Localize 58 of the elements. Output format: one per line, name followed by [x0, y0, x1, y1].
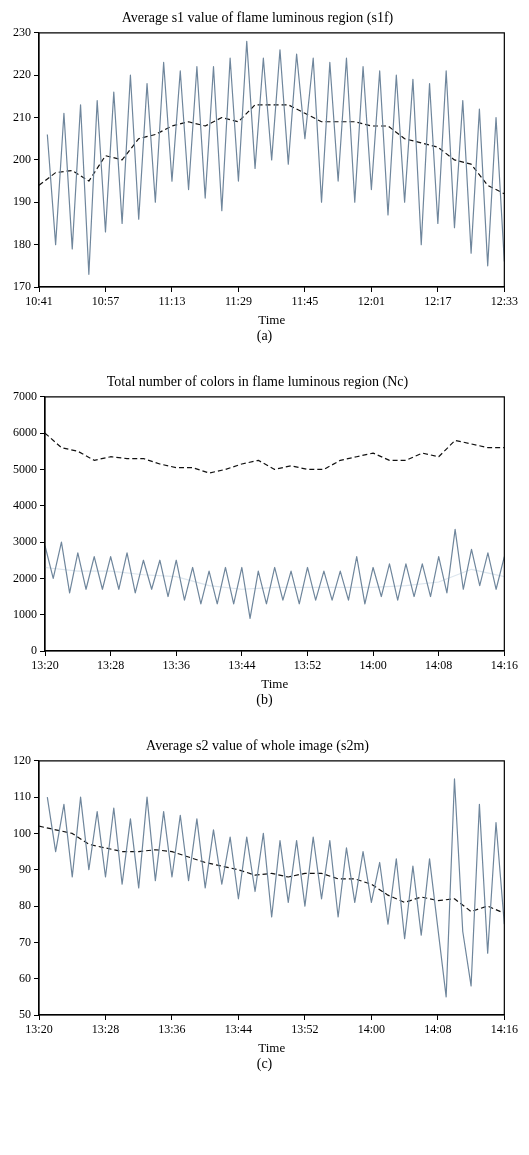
x-tick-label: 13:44	[224, 1022, 253, 1037]
x-tick-label: 13:20	[31, 658, 59, 673]
x-tick-label: 13:20	[25, 1022, 53, 1037]
y-tick-label: 70	[19, 934, 31, 949]
y-tick-label: 90	[19, 861, 31, 876]
y-tick-label: 1000	[13, 606, 37, 621]
y-tick-label: 200	[13, 152, 31, 167]
x-axis-title: Time	[258, 311, 286, 327]
y-tick-label: 6000	[13, 425, 37, 440]
y-tick-label: 4000	[13, 497, 37, 512]
y-tick-label: 190	[13, 194, 31, 209]
x-tick-label: 12:01	[357, 294, 386, 309]
y-tick-label: 3000	[13, 534, 37, 549]
x-tick-label: 13:44	[228, 658, 256, 673]
y-tick-label: 80	[19, 898, 31, 913]
x-tick-label: 13:52	[291, 1022, 319, 1037]
chart-title: Total number of colors in flame luminous region (Nc)	[106, 374, 409, 391]
x-tick-label: 12:33	[490, 294, 518, 309]
y-tick-label: 210	[13, 109, 31, 124]
x-tick-label: 14:08	[425, 658, 453, 673]
x-tick-label: 13:36	[162, 658, 190, 673]
y-tick-label: 2000	[13, 570, 37, 585]
y-tick-label: 110	[13, 789, 31, 804]
x-tick-label: 11:13	[158, 294, 186, 309]
x-tick-label: 12:17	[424, 294, 452, 309]
y-tick-label: 120	[13, 752, 31, 767]
y-tick-label: 220	[13, 67, 31, 82]
x-tick-label: 13:36	[158, 1022, 186, 1037]
line-series	[45, 432, 505, 474]
y-tick-label: 180	[13, 236, 31, 251]
y-tick-label: 7000	[13, 388, 37, 403]
text: (a)	[255, 328, 274, 344]
x-tick-label: 10:57	[91, 294, 120, 309]
x-tick-label: 14:16	[490, 658, 518, 673]
y-tick-label: 0	[31, 643, 37, 658]
x-tick-label: 13:28	[91, 1022, 120, 1037]
y-tick-label: 50	[19, 1007, 31, 1022]
line-series	[39, 104, 505, 195]
x-tick-label: 14:16	[490, 1022, 518, 1037]
y-tick-label: 60	[19, 970, 31, 985]
x-tick-label: 13:52	[293, 658, 322, 673]
x-tick-label: 14:00	[359, 658, 387, 673]
chart-title: Average s2 value of whole image (s2m)	[146, 738, 370, 755]
x-tick-label: 10:41	[25, 294, 53, 309]
y-tick-label: 170	[13, 279, 31, 294]
y-tick-label: 5000	[13, 461, 37, 476]
chart-title: Average s1 value of flame luminous region (s1f)	[121, 10, 394, 27]
y-tick-label: 230	[13, 24, 31, 39]
y-tick-label: 100	[13, 825, 31, 840]
x-tick-label: 11:29	[224, 294, 252, 309]
x-tick-label: 14:08	[424, 1022, 452, 1037]
x-tick-label: 11:45	[291, 294, 319, 309]
text: (c)	[255, 1056, 274, 1072]
x-tick-label: 13:28	[96, 658, 125, 673]
x-axis-title: Time	[258, 1039, 286, 1055]
x-tick-label: 14:00	[357, 1022, 386, 1037]
text: (b)	[255, 692, 274, 708]
x-axis-title: Time	[261, 675, 289, 691]
